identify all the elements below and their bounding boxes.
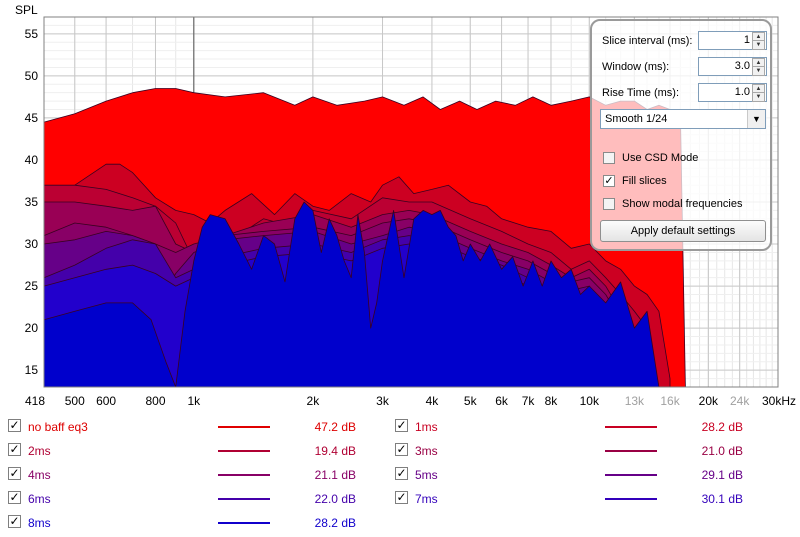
legend-name: 7ms: [415, 492, 438, 506]
plot-border: [43, 16, 779, 388]
legend-value: 30.1 dB: [701, 492, 743, 506]
legend-name: 2ms: [28, 444, 51, 458]
spin-down-icon[interactable]: ▼: [752, 92, 765, 102]
legend-value: 21.0 dB: [701, 444, 743, 458]
legend-checkbox[interactable]: ✓: [8, 514, 21, 528]
legend-name: 6ms: [28, 492, 51, 506]
legend-value: 21.1 dB: [314, 468, 356, 482]
legend-checkbox[interactable]: ✓: [395, 442, 408, 456]
waterfall-chart-svg[interactable]: 15 20 25 30 35 40 45 50 55 SPL 418 500 600 800 1k 2k 3k 4…: [0, 0, 800, 410]
legend-value: 28.2 dB: [701, 420, 743, 434]
spin-down-icon[interactable]: ▼: [752, 40, 765, 50]
legend-line-swatch: [218, 498, 270, 500]
legend-value: 29.1 dB: [701, 468, 743, 482]
x-tick-label: 10k: [580, 394, 600, 408]
legend-line-swatch: [218, 474, 270, 476]
x-tick-label: 800: [145, 394, 165, 408]
window-value[interactable]: 3.0: [734, 60, 750, 72]
rise-time-value[interactable]: 1.0: [734, 86, 750, 98]
apply-default-settings-button[interactable]: Apply default settings: [600, 220, 766, 242]
legend-line-swatch: [605, 474, 657, 476]
legend-checkbox[interactable]: ✓: [8, 442, 21, 456]
legend-line-swatch: [605, 498, 657, 500]
legend-value: 28.2 dB: [314, 516, 356, 530]
x-tick-label: 7k: [522, 394, 536, 408]
waterfall-controls-panel: Slice interval (ms): 1 ▲ ▼ Window (ms): …: [590, 19, 772, 251]
slice-interval-spinner[interactable]: 1 ▲ ▼: [698, 31, 767, 50]
legend-name: 5ms: [415, 468, 438, 482]
x-tick-label: 13k: [625, 394, 645, 408]
legend-line-swatch: [605, 426, 657, 428]
x-tick-label: 8k: [545, 394, 559, 408]
x-tick-label: 20k: [699, 394, 719, 408]
legend-checkbox[interactable]: ✓: [395, 490, 408, 504]
use-csd-mode-label[interactable]: Use CSD Mode: [622, 152, 699, 164]
legend-name: 4ms: [28, 468, 51, 482]
legend-name: no baff eq3: [28, 420, 88, 434]
x-tick-label: 2k: [307, 394, 321, 408]
y-tick-label: 40: [25, 153, 39, 167]
series-slice-area: [43, 201, 660, 388]
show-modal-frequencies-checkbox[interactable]: [603, 198, 615, 210]
y-tick-label: 45: [25, 111, 39, 125]
y-tick-label: 30: [25, 237, 39, 251]
legend-checkbox[interactable]: ✓: [8, 490, 21, 504]
smoothing-selected-value: Smooth 1/24: [605, 113, 668, 125]
use-csd-mode-checkbox[interactable]: [603, 152, 615, 164]
x-tick-label: 1k: [187, 394, 201, 408]
rise-time-label: Rise Time (ms):: [602, 87, 679, 99]
legend-checkbox[interactable]: ✓: [395, 466, 408, 480]
y-tick-label: 15: [25, 363, 39, 377]
chevron-down-icon[interactable]: ▼: [747, 110, 765, 128]
x-tick-label: 16k: [660, 394, 680, 408]
window-label: Window (ms):: [602, 61, 670, 73]
slice-interval-label: Slice interval (ms):: [602, 35, 693, 47]
legend-name: 1ms: [415, 420, 438, 434]
x-tick-label: 30kHz: [762, 394, 796, 408]
legend-value: 19.4 dB: [314, 444, 356, 458]
rise-time-spinner[interactable]: 1.0 ▲ ▼: [698, 83, 767, 102]
slice-interval-value[interactable]: 1: [743, 34, 750, 46]
legend-name: 3ms: [415, 444, 438, 458]
legend-line-swatch: [218, 426, 270, 428]
legend-checkbox[interactable]: ✓: [8, 466, 21, 480]
spin-down-icon[interactable]: ▼: [752, 66, 765, 76]
show-modal-frequencies-label[interactable]: Show modal frequencies: [622, 198, 743, 210]
y-tick-label: 35: [25, 195, 39, 209]
legend-line-swatch: [218, 450, 270, 452]
x-tick-label: 6k: [495, 394, 509, 408]
window-spinner[interactable]: 3.0 ▲ ▼: [698, 57, 767, 76]
x-tick-label: 3k: [376, 394, 390, 408]
y-tick-label: 20: [25, 321, 39, 335]
legend-name: 8ms: [28, 516, 51, 530]
fill-slices-checkbox[interactable]: ✓: [603, 175, 615, 187]
y-tick-label: 25: [25, 279, 39, 293]
x-tick-label: 5k: [464, 394, 478, 408]
y-tick-label: 55: [25, 27, 39, 41]
legend-line-swatch: [218, 522, 270, 524]
x-tick-label: 418: [25, 394, 45, 408]
fill-slices-label[interactable]: Fill slices: [622, 175, 667, 187]
x-tick-label: 4k: [426, 394, 440, 408]
legend-checkbox[interactable]: ✓: [395, 418, 408, 432]
legend-value: 22.0 dB: [314, 492, 356, 506]
legend-value: 47.2 dB: [314, 420, 356, 434]
legend-checkbox[interactable]: ✓: [8, 418, 21, 432]
waterfall-plot[interactable]: 15 20 25 30 35 40 45 50 55 SPL 418 500 600 800 1k 2k 3k 4…: [0, 0, 800, 410]
x-tick-label: 24k: [730, 394, 750, 408]
x-tick-label: 500: [65, 394, 85, 408]
y-tick-label: 50: [25, 69, 39, 83]
x-tick-label: 600: [96, 394, 116, 408]
smoothing-select[interactable]: Smooth 1/24 ▼: [600, 109, 766, 129]
y-axis-label: SPL: [15, 3, 38, 17]
legend-line-swatch: [605, 450, 657, 452]
